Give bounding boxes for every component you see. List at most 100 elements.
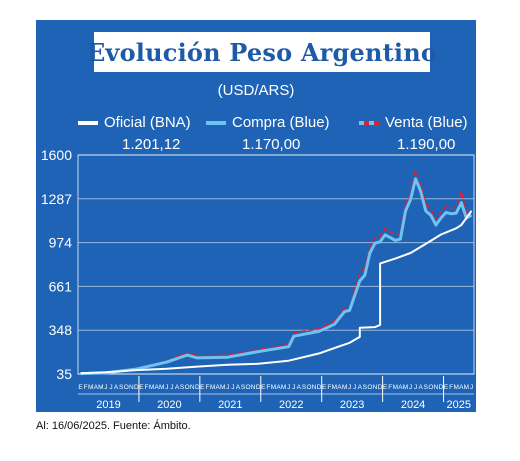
- legend-swatch-oficial: [78, 120, 98, 125]
- series-line-compra: [80, 177, 473, 376]
- x-month-label: E: [383, 384, 388, 391]
- x-month-label: O: [246, 384, 251, 391]
- x-month-label: E: [322, 384, 327, 391]
- x-month-label: J: [104, 384, 107, 391]
- x-month-label: M: [464, 384, 469, 391]
- x-month-label: N: [312, 384, 317, 391]
- legend-label-oficial: Oficial (BNA): [104, 114, 191, 131]
- x-month-label: E: [200, 384, 205, 391]
- legend-label-compra: Compra (Blue): [232, 114, 330, 131]
- x-month-label: M: [159, 384, 164, 391]
- legend-item-compra: Compra (Blue): [206, 114, 330, 131]
- x-month-label: J: [287, 384, 290, 391]
- legend-value-venta: 1.190,00: [397, 136, 456, 153]
- plot-border: [77, 154, 475, 375]
- x-month-label: E: [261, 384, 266, 391]
- x-month-label: M: [149, 384, 154, 391]
- x-month-label: O: [124, 384, 129, 391]
- x-month-label: F: [327, 384, 331, 391]
- x-month-label: A: [459, 384, 464, 391]
- x-month-label: M: [403, 384, 408, 391]
- y-tick-label: 974: [49, 235, 73, 251]
- x-month-label: M: [332, 384, 337, 391]
- x-month-label: S: [241, 384, 246, 391]
- x-month-label: J: [165, 384, 168, 391]
- x-month-label: O: [428, 384, 433, 391]
- x-year-label: 2020: [157, 399, 181, 411]
- x-month-label: M: [342, 384, 347, 391]
- x-month-label: J: [170, 384, 173, 391]
- x-month-label: A: [398, 384, 403, 391]
- x-year-label: 2019: [96, 399, 120, 411]
- x-month-label: N: [190, 384, 195, 391]
- x-month-label: A: [236, 384, 241, 391]
- y-tick-label: 1287: [41, 191, 72, 207]
- x-month-label: S: [119, 384, 124, 391]
- x-month-label: N: [251, 384, 256, 391]
- x-year-label: 2021: [218, 399, 242, 411]
- x-month-label: A: [94, 384, 99, 391]
- x-month-label: A: [114, 384, 119, 391]
- x-month-label: F: [205, 384, 209, 391]
- y-tick-label: 1600: [41, 147, 72, 163]
- legend-value-compra: 1.170,00: [242, 136, 301, 153]
- x-month-label: D: [378, 384, 383, 391]
- x-month-label: J: [353, 384, 356, 391]
- x-month-label: F: [266, 384, 270, 391]
- legend-item-oficial: Oficial (BNA): [78, 114, 191, 131]
- x-month-label: J: [292, 384, 295, 391]
- x-month-label: E: [139, 384, 144, 391]
- x-month-label: M: [88, 384, 93, 391]
- chart-title: Evolución Peso Argentino: [86, 37, 438, 67]
- x-month-label: M: [98, 384, 103, 391]
- chart-subtitle: (USD/ARS): [217, 82, 295, 99]
- x-month-label: D: [439, 384, 444, 391]
- legend-swatch-venta: [359, 120, 379, 125]
- chart-panel: Evolución Peso Argentino (USD/ARS) Ofici…: [36, 20, 476, 412]
- x-month-label: N: [373, 384, 378, 391]
- x-month-label: D: [134, 384, 139, 391]
- x-month-label: F: [145, 384, 149, 391]
- y-tick-label: 661: [49, 278, 73, 294]
- x-month-label: M: [271, 384, 276, 391]
- x-month-label: S: [302, 384, 307, 391]
- x-month-label: A: [358, 384, 363, 391]
- series-line-venta: [80, 169, 472, 375]
- x-year-label: 2023: [340, 399, 364, 411]
- x-month-label: A: [297, 384, 302, 391]
- x-year-label: 2024: [401, 399, 425, 411]
- footer-note: Al: 16/06/2025. Fuente: Ámbito.: [36, 420, 191, 432]
- x-month-label: M: [281, 384, 286, 391]
- legend-value-oficial: 1.201,12: [122, 136, 181, 153]
- y-tick-label: 35: [56, 366, 72, 382]
- x-month-label: M: [220, 384, 225, 391]
- x-month-label: D: [256, 384, 261, 391]
- legend-swatch-compra: [206, 120, 226, 125]
- x-month-label: N: [434, 384, 439, 391]
- x-month-label: F: [449, 384, 453, 391]
- x-month-label: J: [409, 384, 412, 391]
- x-month-label: A: [155, 384, 160, 391]
- x-month-label: J: [231, 384, 234, 391]
- x-month-label: J: [470, 384, 473, 391]
- x-month-label: O: [367, 384, 372, 391]
- x-month-label: D: [317, 384, 322, 391]
- x-month-label: M: [393, 384, 398, 391]
- x-month-label: E: [78, 384, 83, 391]
- x-month-label: S: [363, 384, 368, 391]
- x-month-label: J: [348, 384, 351, 391]
- title-box: Evolución Peso Argentino: [87, 32, 437, 72]
- x-month-label: S: [424, 384, 429, 391]
- x-month-label: F: [84, 384, 88, 391]
- x-month-label: F: [388, 384, 392, 391]
- x-month-label: O: [185, 384, 190, 391]
- x-month-label: A: [276, 384, 281, 391]
- x-month-label: J: [226, 384, 229, 391]
- x-month-label: O: [306, 384, 311, 391]
- x-month-label: S: [180, 384, 185, 391]
- x-year-label: 2022: [279, 399, 303, 411]
- y-tick-label: 348: [49, 322, 73, 338]
- x-month-label: A: [419, 384, 424, 391]
- x-month-label: M: [454, 384, 459, 391]
